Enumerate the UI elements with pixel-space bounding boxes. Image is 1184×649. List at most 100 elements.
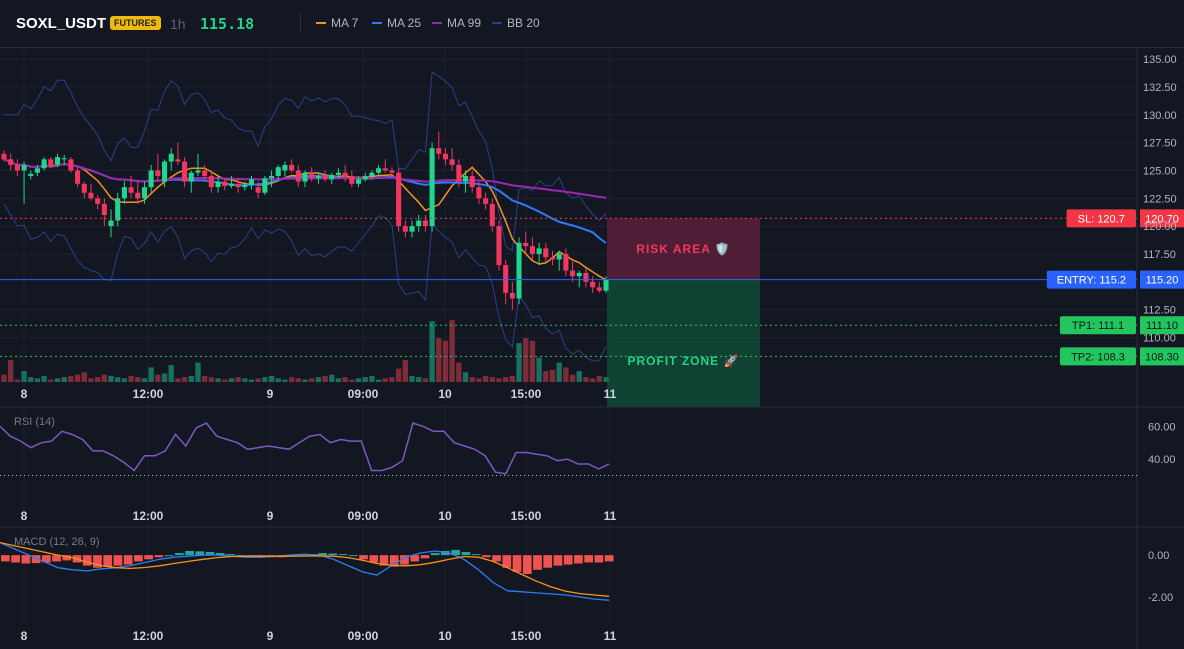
volume-bar xyxy=(14,379,21,382)
tp1-label: TP1: 111.1 xyxy=(1072,320,1124,332)
candle-body xyxy=(61,158,67,160)
macd-histogram-bar xyxy=(410,555,420,562)
trade-zones: RISK AREA 🛡️ PROFIT ZONE 🚀 xyxy=(607,218,760,407)
tp2-axis-value: 108.30 xyxy=(1145,351,1179,363)
bb20-swatch xyxy=(492,22,502,24)
candle-body xyxy=(355,179,362,184)
candle-body xyxy=(228,183,234,187)
volume-bar xyxy=(141,378,148,382)
futures-badge: FUTURES xyxy=(110,16,161,30)
candle-body xyxy=(422,220,428,227)
candle-body xyxy=(349,176,355,184)
macd-histogram-bar xyxy=(195,551,205,556)
macd-histogram-bar xyxy=(1,555,10,562)
time-tick-label: 09:00 xyxy=(348,629,379,643)
candle-body xyxy=(483,198,489,204)
time-tick-label: 09:00 xyxy=(348,387,379,401)
time-tick-label: 09:00 xyxy=(348,509,379,523)
price-tick-label: 117.50 xyxy=(1143,249,1176,261)
macd-histogram-bar xyxy=(185,550,194,556)
candle-body xyxy=(516,242,522,299)
volume-bar xyxy=(355,378,362,382)
volume-bar xyxy=(382,378,388,382)
volume-bar xyxy=(74,374,81,382)
volume-bar xyxy=(262,377,268,382)
candle-body xyxy=(509,292,515,299)
volume-bar xyxy=(242,378,248,382)
macd-histogram-bar xyxy=(430,553,440,556)
macd-histogram-bar xyxy=(481,555,491,558)
macd-histogram-bar xyxy=(522,555,532,574)
macd-histogram-bar xyxy=(359,555,368,560)
macd-histogram-bar xyxy=(563,555,573,565)
candle-body xyxy=(282,164,288,171)
volume-bar xyxy=(416,377,422,382)
candle-body xyxy=(14,164,20,171)
volume-bar xyxy=(496,378,502,382)
tp1-label-bg xyxy=(1060,316,1136,335)
candle-body xyxy=(329,174,335,180)
symbol-name[interactable]: SOXL_USDT xyxy=(16,15,107,32)
macd-label: MACD (12, 26, 9) xyxy=(14,536,100,548)
time-tick-label: 15:00 xyxy=(511,387,542,401)
macd-histogram-bar xyxy=(174,553,184,556)
volume-bar xyxy=(456,362,462,382)
bb-upper-line xyxy=(4,71,607,252)
volume-bar xyxy=(349,379,355,382)
timeframe-label[interactable]: 1h xyxy=(170,16,186,32)
macd-histogram-bar xyxy=(62,555,72,561)
price-tick-label: 110.00 xyxy=(1143,332,1176,344)
legend-bb20[interactable]: BB 20 xyxy=(492,16,540,30)
macd-histogram-bar xyxy=(236,555,246,557)
candle-body xyxy=(342,172,348,177)
legend-ma25[interactable]: MA 25 xyxy=(372,16,421,30)
volume-bar xyxy=(128,375,134,382)
legend-ma99[interactable]: MA 99 xyxy=(432,16,481,30)
macd-histogram-bar xyxy=(594,555,604,563)
volume-bar xyxy=(88,378,94,382)
profit-zone-label: PROFIT ZONE 🚀 xyxy=(628,354,740,368)
candle-body xyxy=(1,153,7,160)
volume-bar xyxy=(342,377,348,382)
price-tick-label: 135.00 xyxy=(1143,54,1177,66)
volume-bar xyxy=(215,378,221,382)
macd-histogram-bar xyxy=(215,553,225,556)
volume-bar xyxy=(536,357,542,382)
sl-axis-value: 120.70 xyxy=(1145,213,1179,225)
risk-zone xyxy=(607,218,760,280)
legend-bb20-label: BB 20 xyxy=(507,16,540,30)
volume-bar xyxy=(529,340,536,382)
legend-ma7[interactable]: MA 7 xyxy=(316,16,358,30)
candle-body xyxy=(128,187,134,193)
candle-body xyxy=(242,184,248,188)
time-tick-label: 15:00 xyxy=(511,509,542,523)
candle-body xyxy=(95,198,101,204)
macd-signal-line xyxy=(0,541,610,597)
candle-body xyxy=(549,257,556,260)
candle-body xyxy=(536,248,542,254)
volume-bar xyxy=(516,343,522,382)
candle-body xyxy=(389,170,395,173)
candle-body xyxy=(101,203,107,215)
candle-body xyxy=(456,164,462,182)
candle-body xyxy=(115,198,121,221)
candle-body xyxy=(208,176,214,188)
entry-label-bg xyxy=(1046,270,1136,289)
candle-body xyxy=(255,187,261,193)
candle-body xyxy=(576,272,582,277)
entry-label: ENTRY: 115.2 xyxy=(1057,275,1126,287)
volume-bar xyxy=(108,375,114,382)
price-tick-label: 132.50 xyxy=(1143,82,1177,94)
volume-bar xyxy=(81,372,87,382)
candle-body xyxy=(269,176,275,179)
candle-body xyxy=(41,159,47,169)
price-tick-label: 122.50 xyxy=(1143,193,1177,205)
macd-histogram-bar xyxy=(338,554,348,556)
time-tick-label: 8 xyxy=(21,629,28,643)
volume-bar xyxy=(569,374,576,382)
candle-body xyxy=(141,187,148,199)
volume-bar xyxy=(21,371,27,382)
candle-body xyxy=(202,170,208,177)
candle-body xyxy=(476,187,482,199)
